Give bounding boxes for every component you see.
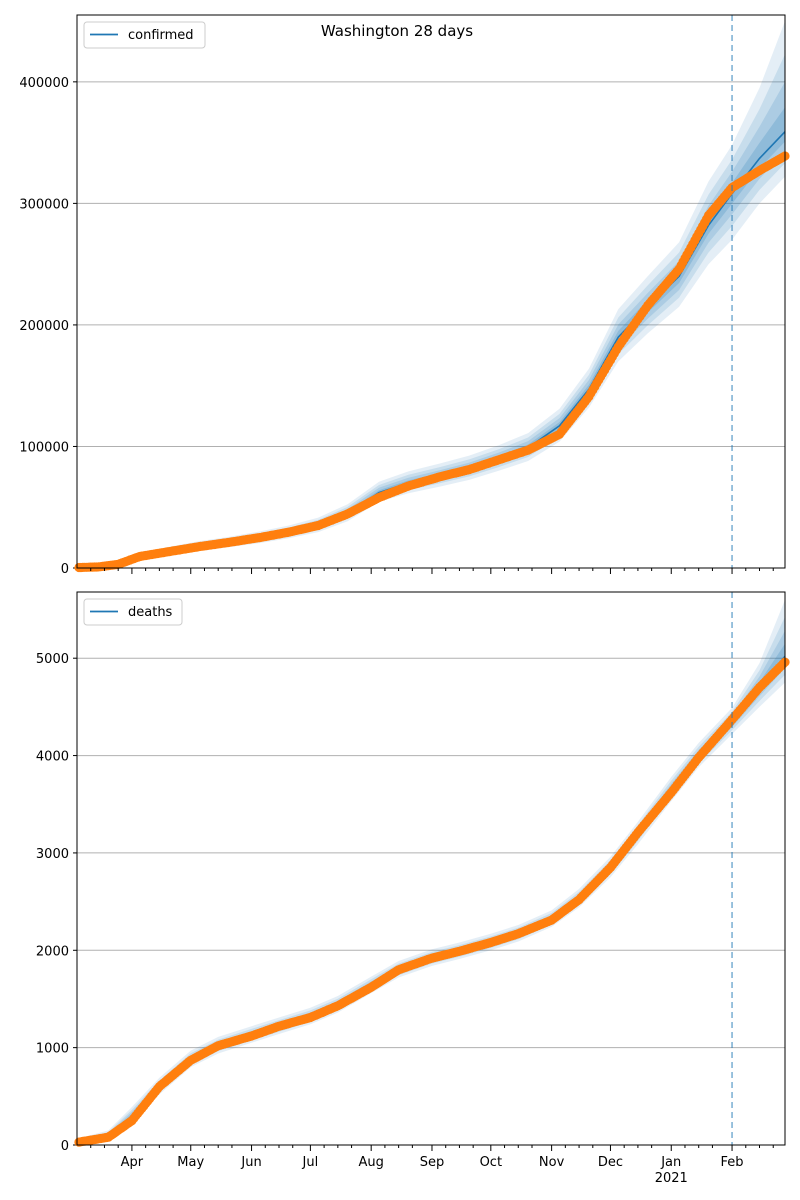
y-tick-label: 0 bbox=[61, 1139, 69, 1154]
y-tick-label: 2000 bbox=[36, 944, 69, 959]
x-tick-label: Sep bbox=[420, 1155, 445, 1170]
x-tick-label: Nov bbox=[539, 1155, 565, 1170]
legend: confirmed bbox=[83, 21, 206, 49]
y-tick-label: 5000 bbox=[36, 652, 69, 667]
y-tick-label: 100000 bbox=[19, 440, 69, 455]
x-tick-label: May bbox=[177, 1155, 204, 1170]
confirmed-panel: 0 100000 200000 300000 400000 confirmed bbox=[19, 14, 790, 577]
legend: deaths bbox=[83, 598, 183, 626]
y-tick-label: 300000 bbox=[19, 197, 69, 212]
legend-label: confirmed bbox=[128, 28, 194, 43]
axes-frame bbox=[76, 14, 786, 569]
legend-box bbox=[83, 598, 183, 626]
x-tick-label: Jan bbox=[660, 1155, 681, 1170]
uncertainty-band bbox=[79, 21, 785, 569]
x-tick-label: Oct bbox=[480, 1155, 502, 1170]
x-tick-label: Jul bbox=[302, 1155, 319, 1170]
x-year-label: 2021 bbox=[655, 1171, 688, 1186]
uncertainty-band bbox=[79, 107, 785, 568]
x-tick-label: Jun bbox=[240, 1155, 261, 1170]
uncertainty-band bbox=[79, 616, 785, 1145]
y-tick-label: 4000 bbox=[36, 750, 69, 765]
legend-box bbox=[83, 21, 206, 49]
y-tick-label: 3000 bbox=[36, 847, 69, 862]
x-tick-label: Feb bbox=[721, 1155, 744, 1170]
y-tick-label: 0 bbox=[61, 562, 69, 577]
axes-frame bbox=[76, 591, 786, 1146]
x-tick-label: Aug bbox=[358, 1155, 383, 1170]
deaths-panel: 0 1000 2000 3000 4000 5000 Apr May Jun Jul Aug Sep O… bbox=[36, 591, 790, 1186]
uncertainty-band bbox=[79, 54, 785, 568]
legend-label: deaths bbox=[128, 605, 173, 620]
x-tick-label: Dec bbox=[598, 1155, 623, 1170]
figure-title: Washington 28 days bbox=[321, 22, 473, 40]
forecast-line bbox=[78, 131, 786, 569]
y-tick-label: 1000 bbox=[36, 1042, 69, 1057]
y-tick-label: 400000 bbox=[19, 76, 69, 91]
uncertainty-band bbox=[79, 599, 785, 1145]
x-tick-label: Apr bbox=[121, 1155, 144, 1170]
y-tick-label: 200000 bbox=[19, 319, 69, 334]
